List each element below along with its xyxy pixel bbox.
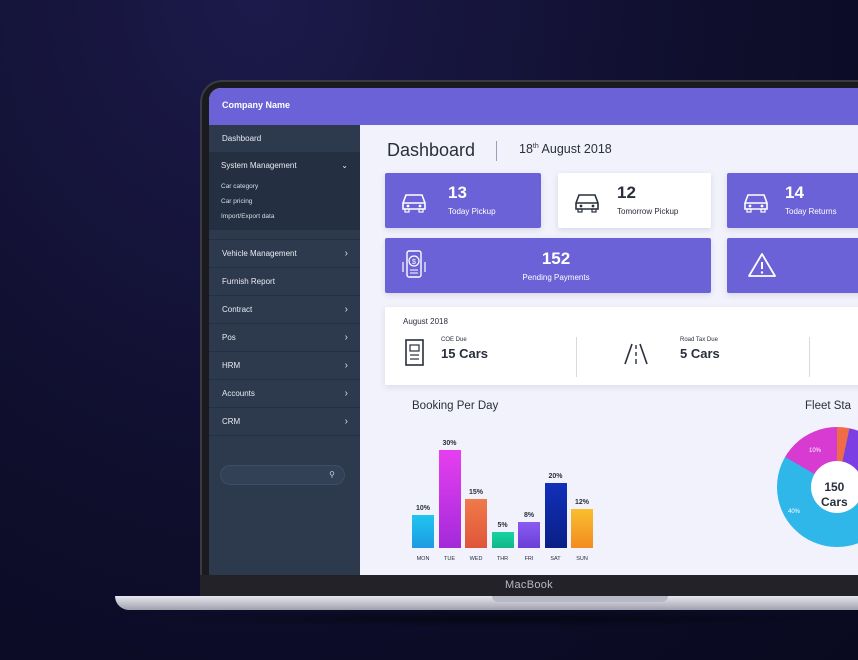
x-tick-label: SAT [550, 556, 561, 562]
svg-text:$: $ [412, 259, 416, 266]
sidebar-subitem-car-category[interactable]: Car category [221, 183, 259, 190]
donut-center [811, 461, 858, 513]
card-pending-payments[interactable]: $ 152 Pending Payments [385, 238, 711, 293]
panel-divider [809, 337, 810, 377]
fleet-chart-title: Fleet Sta [805, 400, 852, 412]
app-screen: Company Name Dashboard System Management… [209, 88, 858, 575]
sidebar-item-vehicle-management[interactable]: Vehicle Management › [209, 240, 360, 268]
search-icon: ⚲ [329, 470, 335, 479]
chevron-right-icon: › [344, 388, 348, 399]
sidebar-subitem-import-export[interactable]: Import/Export data [221, 213, 275, 220]
bar-mon [412, 515, 434, 548]
sidebar-search-input[interactable]: ⚲ [220, 465, 345, 485]
x-tick-label: FRI [524, 556, 534, 562]
sidebar-item-contract[interactable]: Contract › [209, 296, 360, 324]
road-tax-due[interactable]: Road Tax Due 5 Cars [680, 337, 720, 361]
mobile-payment-icon: $ [402, 250, 426, 278]
car-icon [744, 194, 768, 213]
panel-divider [576, 337, 577, 377]
x-tick-label: SUN [576, 556, 588, 562]
booking-chart-title: Booking Per Day [412, 400, 499, 412]
bar-sun [571, 509, 593, 548]
sidebar-item-accounts[interactable]: Accounts › [209, 380, 360, 408]
laptop-base [115, 596, 858, 610]
chevron-down-icon: ⌄ [341, 161, 348, 170]
bar-value-label: 30% [442, 440, 457, 447]
bar-value-label: 10% [415, 505, 430, 512]
bar-value-label: 12% [574, 499, 589, 506]
x-tick-label: TUE [444, 556, 455, 562]
bar-value-label: 8% [523, 512, 535, 519]
card-today-pickup[interactable]: 13 Today Pickup [385, 173, 541, 228]
bar-fri [518, 522, 540, 548]
card-tomorrow-pickup[interactable]: 12 Tomorrow Pickup [558, 173, 711, 228]
header-divider [496, 141, 497, 161]
sidebar-item-hrm[interactable]: HRM › [209, 352, 360, 380]
sidebar-item-pos[interactable]: Pos › [209, 324, 360, 352]
sidebar-item-furnish-report[interactable]: Furnish Report [209, 268, 360, 296]
sidebar: Dashboard System Management ⌄ Car catego… [209, 125, 360, 575]
road-icon [624, 343, 648, 365]
laptop-shadow [140, 610, 858, 628]
chevron-right-icon: › [344, 332, 348, 343]
panel-title: August 2018 [403, 317, 448, 326]
car-icon [402, 194, 426, 213]
page-title: Dashboard [387, 140, 476, 160]
x-tick-label: WED [469, 556, 483, 562]
sidebar-divider [209, 230, 360, 240]
chevron-right-icon: › [344, 360, 348, 371]
car-icon [575, 194, 599, 213]
sidebar-item-system-management[interactable]: System Management ⌄ [209, 153, 360, 179]
bar-value-label: 5% [497, 522, 508, 529]
donut-center-label: 150 Cars [821, 480, 848, 509]
sidebar-group-system-management: System Management ⌄ Car category Car pri… [209, 153, 360, 230]
monthly-due-panel: August 2018 COE Due 15 Cars Road Tax Due… [385, 307, 858, 385]
card-alerts[interactable] [727, 238, 858, 293]
bar-value-label: 15% [468, 489, 483, 496]
donut-slice-label: 10% [809, 448, 822, 454]
booking-bar-chart: 10% MON 30% TUE 15% WED 5% THR 8% FRI 20% SAT 12% SUN [409, 428, 609, 568]
bar-value-label: 20% [548, 473, 563, 480]
sidebar-subitem-car-pricing[interactable]: Car pricing [221, 198, 253, 205]
donut-slice-label: 40% [788, 509, 801, 515]
bar-thr [491, 532, 514, 548]
x-tick-label: THR [496, 556, 509, 562]
chevron-right-icon: › [344, 416, 348, 427]
x-tick-label: MON [416, 556, 430, 562]
laptop-notch [492, 596, 668, 602]
device-label: MacBook [505, 579, 553, 591]
bar-wed [465, 499, 487, 548]
bar-tue [438, 450, 461, 548]
chevron-right-icon: › [344, 304, 348, 315]
card-today-returns[interactable]: 14 Today Returns [727, 173, 858, 228]
warning-icon [748, 253, 776, 277]
laptop-chin: MacBook [200, 575, 858, 596]
sidebar-item-dashboard[interactable]: Dashboard [209, 125, 360, 153]
chevron-right-icon: › [344, 248, 348, 259]
document-icon [405, 339, 424, 366]
coe-due[interactable]: COE Due 15 Cars [441, 337, 488, 361]
current-date: 18th August 2018 [519, 142, 612, 156]
company-name: Company Name [222, 100, 291, 110]
sidebar-item-crm[interactable]: CRM › [209, 408, 360, 436]
bar-sat [544, 483, 567, 548]
top-bar: Company Name [209, 88, 858, 125]
